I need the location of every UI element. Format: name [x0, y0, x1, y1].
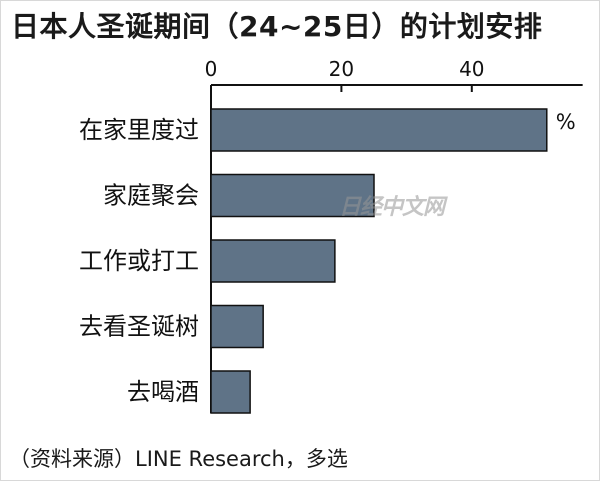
category-label: 去看圣诞树 [79, 313, 199, 341]
bar [210, 370, 251, 414]
source-note: （资料来源）LINE Research，多选 [9, 447, 348, 471]
category-label: 家庭聚会 [103, 182, 199, 210]
x-tick-label: 20 [329, 57, 354, 81]
chart-title: 日本人圣诞期间（24~25日）的计划安排 [11, 10, 543, 43]
bar [210, 239, 336, 283]
bar [210, 173, 375, 218]
category-label: 在家里度过 [79, 116, 199, 144]
watermark-logo: 日经中文网 [339, 195, 445, 220]
bar [210, 304, 264, 349]
unit-label: % [556, 110, 576, 134]
x-tick-label: 0 [205, 57, 218, 81]
bar [210, 108, 548, 152]
x-tick-label: 40 [459, 57, 484, 81]
category-label: 去喝酒 [127, 378, 199, 406]
category-label: 工作或打工 [79, 247, 199, 275]
